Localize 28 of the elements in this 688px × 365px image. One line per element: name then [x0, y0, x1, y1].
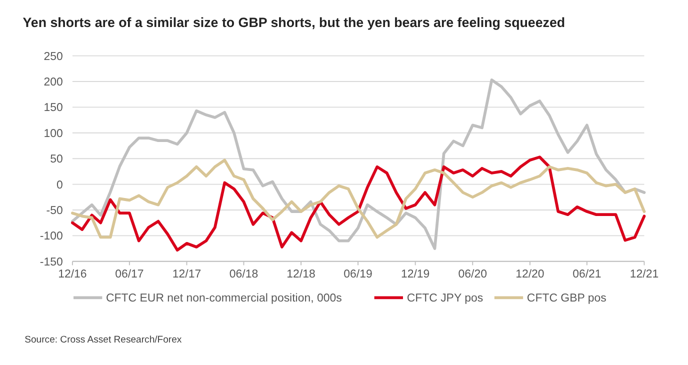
y-tick-label: 250: [44, 50, 63, 63]
y-tick-label: 200: [44, 76, 63, 89]
x-tick-label: 12/18: [286, 268, 316, 281]
y-tick-label: -150: [40, 256, 63, 268]
x-tick-label: 12/20: [516, 268, 544, 281]
x-tick-label: 06/20: [458, 268, 487, 281]
x-tick-label: 12/16: [58, 268, 87, 281]
x-tick-label: 12/19: [400, 268, 430, 281]
y-tick-label: -50: [46, 205, 63, 218]
y-tick-label: 50: [50, 154, 63, 166]
y-tick-label: 0: [56, 179, 63, 192]
source-note: Source: Cross Asset Research/Forex: [24, 334, 182, 346]
y-tick-label: 150: [44, 102, 63, 114]
x-tick-label: 06/21: [572, 268, 602, 281]
legend-label: CFTC GBP pos: [526, 292, 607, 305]
chart-title: Yen shorts are of a similar size to GBP shorts, but the yen bears are feeling squeezed: [22, 15, 566, 30]
line-series: [71, 156, 646, 252]
legend-label: CFTC JPY pos: [406, 292, 484, 305]
x-tick-label: 12/21: [630, 268, 659, 281]
x-tick-label: 12/17: [172, 268, 202, 281]
legend-label: CFTC EUR net non-commercial position, 000s: [106, 292, 342, 305]
y-tick-label: -100: [40, 230, 63, 243]
x-tick-label: 06/18: [229, 268, 258, 281]
x-tick-label: 06/19: [344, 268, 372, 281]
y-tick-label: 100: [44, 128, 63, 140]
line-series: [71, 158, 646, 239]
x-tick-label: 06/17: [115, 268, 144, 281]
line-series: [71, 78, 646, 250]
